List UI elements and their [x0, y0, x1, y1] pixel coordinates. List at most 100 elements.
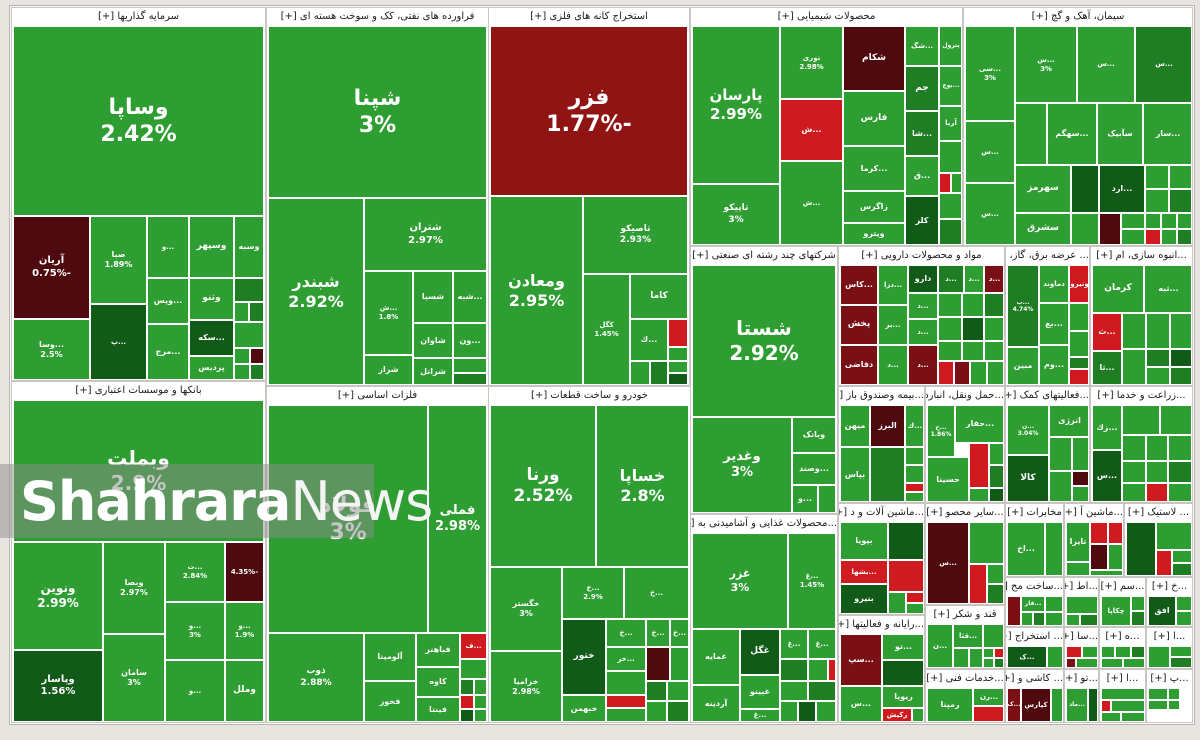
tile-کگل[interactable]: کگل 1.45%: [583, 274, 630, 384]
sector-header-14[interactable]: ...حمل ونقل، انبارد [+]: [926, 387, 1004, 405]
tile[interactable]: [453, 358, 487, 373]
tile-...خ[interactable]: ...خ: [606, 619, 646, 647]
tile[interactable]: [234, 348, 250, 364]
sector-header-26[interactable]: ...اط [+]: [1065, 578, 1098, 596]
tile[interactable]: [1121, 712, 1144, 721]
tile[interactable]: [250, 364, 264, 379]
tile[interactable]: [1170, 349, 1191, 367]
tile-کرمان[interactable]: کرمان: [1092, 265, 1144, 313]
tile[interactable]: [606, 708, 646, 721]
sector-header-7[interactable]: ... عرضه برق، گاز، بخاروآب [+]: [1006, 247, 1089, 265]
tile[interactable]: [1080, 614, 1097, 625]
tile-میهن[interactable]: میهن: [840, 405, 870, 447]
tile-...شبه[interactable]: ...شبه: [453, 271, 487, 323]
tile[interactable]: [962, 317, 984, 341]
tile-فولاد[interactable]: فولاد 3%: [268, 405, 428, 633]
tile-آریا[interactable]: آریا: [939, 106, 961, 141]
tile-البرز[interactable]: البرز: [870, 405, 905, 447]
tile-دماوند[interactable]: دماوند: [1039, 265, 1069, 303]
tile-وبانک[interactable]: وبانک: [792, 417, 836, 453]
tile-کپارس[interactable]: کپارس: [1021, 688, 1051, 721]
tile-وسبه[interactable]: وسبه: [234, 216, 264, 278]
tile-وسپهر[interactable]: وسپهر: [189, 216, 234, 278]
tile[interactable]: [668, 347, 688, 361]
sector-header-16[interactable]: ...زراعت و خدما [+]: [1091, 387, 1192, 405]
tile[interactable]: [905, 492, 923, 501]
tile[interactable]: [1168, 461, 1191, 483]
tile[interactable]: [646, 647, 670, 681]
sector-header-17[interactable]: ...سایر محصو [+]: [926, 504, 1004, 522]
tile[interactable]: [808, 681, 836, 701]
tile-...خر[interactable]: ...خر: [606, 647, 646, 671]
tile-...د[interactable]: ...د: [878, 345, 908, 384]
tile[interactable]: [1108, 544, 1122, 570]
tile-ومعادن[interactable]: ومعادن 2.95%: [490, 196, 583, 384]
tile-...خ[interactable]: ...خ: [670, 619, 689, 647]
tile-ختور[interactable]: ختور: [562, 619, 606, 695]
tile[interactable]: [460, 659, 487, 679]
tile[interactable]: [938, 341, 962, 361]
tile[interactable]: [1146, 313, 1170, 349]
tile-آردینه[interactable]: آردینه: [692, 685, 740, 721]
tile-...د[interactable]: ...د: [964, 265, 984, 293]
tile[interactable]: [984, 293, 1003, 317]
tile[interactable]: [1146, 349, 1170, 367]
tile-دارو[interactable]: دارو: [908, 265, 938, 293]
tile-...سپ[interactable]: ...سپ: [840, 634, 882, 686]
tile-غمایه[interactable]: غمایه: [692, 629, 740, 685]
tile[interactable]: [969, 443, 989, 488]
tile[interactable]: [1131, 596, 1144, 611]
tile-...بشها[interactable]: ...بشها: [840, 560, 888, 584]
tile-پترول[interactable]: پترول: [939, 26, 961, 66]
tile-شاوان[interactable]: شاوان: [413, 323, 453, 358]
tile-...تو[interactable]: ...تو: [882, 634, 923, 660]
tile-ریویا[interactable]: ریویا: [882, 686, 923, 708]
tile[interactable]: [630, 361, 650, 384]
tile-...ك[interactable]: ...ك: [630, 319, 668, 361]
tile[interactable]: [906, 603, 923, 613]
tile[interactable]: [234, 278, 264, 302]
tile-خبهمن[interactable]: خبهمن: [562, 695, 606, 721]
tile[interactable]: [888, 522, 923, 560]
tile-ونوین[interactable]: ونوین 2.99%: [13, 542, 103, 650]
tile[interactable]: [808, 659, 828, 681]
tile-وپاسار[interactable]: وپاسار 1.56%: [13, 650, 103, 721]
tile-...بع[interactable]: ...بع: [1039, 303, 1069, 345]
tile[interactable]: -4.35%: [225, 542, 264, 602]
tile[interactable]: [969, 648, 983, 667]
tile-فارس[interactable]: فارس: [843, 91, 905, 146]
sector-header-25[interactable]: ...ساخت مح [+]: [1006, 578, 1063, 596]
sector-header-9[interactable]: بانکها و موسسات اعتباری [+]: [12, 382, 265, 400]
tile[interactable]: [1146, 367, 1170, 384]
tile[interactable]: [1071, 165, 1099, 213]
tile-...مرج[interactable]: ...مرج: [147, 324, 189, 379]
tile-آلومینا[interactable]: آلومینا: [364, 633, 416, 681]
tile[interactable]: [1145, 165, 1169, 189]
tile-...ماد[interactable]: ...ماد: [1066, 688, 1088, 721]
tile[interactable]: [1122, 313, 1146, 349]
tile-...پ[interactable]: ...پ: [90, 304, 147, 379]
tile[interactable]: [1111, 700, 1144, 712]
sector-header-30[interactable]: ...سا [+]: [1065, 628, 1098, 646]
tile[interactable]: [1176, 611, 1191, 625]
tile[interactable]: [938, 293, 962, 317]
sector-header-31[interactable]: ...ه [+]: [1100, 628, 1145, 646]
tile-...سکه[interactable]: ...سکه: [189, 320, 234, 356]
sector-header-19[interactable]: ...رایانه و فعالیتها [+]: [839, 616, 924, 634]
tile[interactable]: [1076, 658, 1097, 667]
tile[interactable]: [1145, 213, 1161, 229]
tile-...س[interactable]: ...س: [965, 183, 1015, 244]
tile[interactable]: [1066, 562, 1090, 575]
tile-تاصیکو[interactable]: تاصیکو 2.93%: [583, 196, 688, 274]
tile[interactable]: [1122, 405, 1160, 435]
tile[interactable]: [973, 706, 1003, 721]
tile-شستا[interactable]: شستا 2.92%: [692, 265, 836, 417]
tile[interactable]: [1170, 646, 1191, 657]
tile[interactable]: [987, 564, 1003, 584]
sector-header-6[interactable]: مواد و محصولات دارویی [+]: [839, 247, 1004, 265]
tile-فزر[interactable]: فزر -1.77%: [490, 26, 688, 196]
tile[interactable]: [1161, 229, 1177, 244]
tile[interactable]: [1090, 522, 1108, 544]
tile[interactable]: [1101, 700, 1111, 712]
tile-پخش[interactable]: پخش: [840, 305, 878, 345]
